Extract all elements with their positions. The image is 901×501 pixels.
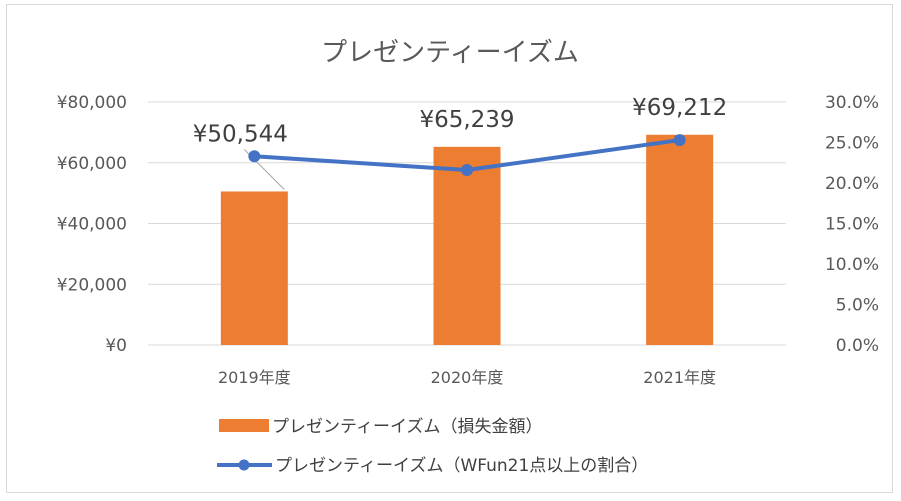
bar	[433, 146, 501, 345]
y-left-tick-label: ¥20,000	[57, 275, 127, 295]
bar	[220, 191, 288, 345]
x-tick-label: 2019年度	[218, 368, 291, 387]
legend: プレゼンティーイズム（損失金額） プレゼンティーイズム（WFun21点以上の割合…	[217, 417, 648, 476]
line-series	[248, 134, 686, 177]
chart-svg: プレゼンティーイズム ¥0 ¥20,000 ¥40,000 ¥60,000 ¥80,00…	[57, 38, 879, 476]
x-tick-label: 2020年度	[431, 368, 504, 387]
bar	[646, 134, 714, 345]
legend-label-bar: プレゼンティーイズム（損失金額）	[272, 417, 542, 437]
line-marker	[461, 164, 473, 177]
line-marker	[673, 134, 686, 147]
y-left-tick-label: ¥80,000	[57, 93, 127, 113]
chart-title: プレゼンティーイズム	[321, 38, 579, 68]
y-right-tick-label: 10.0%	[825, 255, 879, 275]
legend-label-line: プレゼンティーイズム（WFun21点以上の割合）	[275, 456, 648, 476]
legend-swatch-marker	[238, 459, 250, 471]
line-marker	[248, 150, 261, 163]
data-label: ¥50,544	[193, 121, 288, 147]
data-label: ¥69,212	[632, 95, 727, 121]
y-right-tick-label: 30.0%	[825, 93, 879, 113]
y-right-tick-label: 0.0%	[836, 336, 879, 356]
y-right-tick-label: 5.0%	[836, 296, 879, 316]
legend-swatch-bar	[219, 419, 269, 432]
data-labels: ¥50,544 ¥65,239 ¥69,212	[193, 95, 727, 148]
y-left-tick-label: ¥40,000	[57, 215, 127, 235]
chart-frame: プレゼンティーイズム ¥0 ¥20,000 ¥40,000 ¥60,000 ¥80,00…	[6, 4, 893, 493]
x-tick-label: 2021年度	[643, 368, 716, 387]
data-label: ¥65,239	[419, 107, 514, 133]
left-axis: ¥0 ¥20,000 ¥40,000 ¥60,000 ¥80,000	[57, 93, 127, 356]
y-right-tick-label: 25.0%	[825, 134, 879, 154]
x-axis: 2019年度 2020年度 2021年度	[218, 368, 716, 387]
right-axis: 0.0% 5.0% 10.0% 15.0% 20.0% 25.0% 30.0%	[825, 93, 879, 356]
y-left-tick-label: ¥60,000	[57, 154, 127, 174]
y-right-tick-label: 20.0%	[825, 174, 879, 194]
y-right-tick-label: 15.0%	[825, 215, 879, 235]
bar-series	[220, 134, 714, 345]
y-left-tick-label: ¥0	[105, 336, 127, 356]
